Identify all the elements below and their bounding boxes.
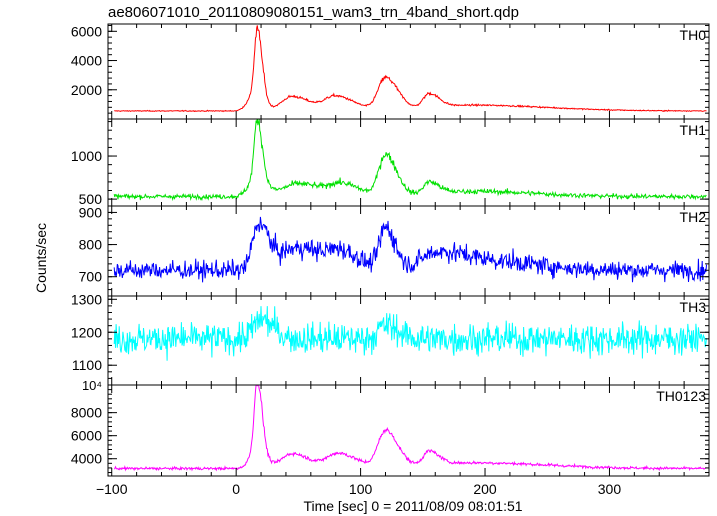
y-tick-label: 700 [79,269,103,285]
panel-frame [107,205,710,297]
chart-title: ae806071010_20110809080151_wam3_trn_4ban… [108,4,519,21]
y-exponent-label: 10⁴ [82,378,102,393]
y-tick-label: 6000 [71,23,102,39]
panel-th0: 2000 4000 6000 TH0 [71,23,710,120]
y-tick-label: 4000 [71,451,102,467]
panel-th2: 700 800 900 TH2 [79,204,710,297]
x-tick-label: 0 [232,481,240,497]
series-th1 [113,119,707,202]
y-tick-label: 1000 [71,148,102,164]
panel-label: TH2 [680,209,707,225]
x-axis: −100 0 100 200 300 [96,481,621,497]
y-tick-label: 500 [79,191,103,207]
panel-frame [107,23,710,120]
panel-label: TH0123 [656,388,706,404]
x-tick-label: 100 [349,481,373,497]
panel-th1: 500 1000 TH1 [71,118,710,207]
x-tick-label: 200 [473,481,497,497]
series-th2 [113,216,707,283]
panel-frame [107,118,710,207]
y-axis-label: Counts/sec [33,223,49,293]
series-th0123 [113,385,707,472]
y-tick-label: 900 [79,204,103,220]
y-tick-label: 2000 [71,82,102,98]
panel-label: TH3 [680,299,707,315]
series-th0 [114,25,707,113]
y-tick-label: 8000 [71,405,102,421]
series-th3 [113,306,707,361]
y-tick-label: 1300 [71,291,102,307]
y-tick-label: 800 [79,237,103,253]
y-tick-label: 1100 [72,357,102,373]
x-tick-label: 300 [598,481,622,497]
panel-th3: 1100 1200 1300 TH3 [71,291,710,386]
panel-th0123: 4000 6000 8000 TH0123 10⁴ [71,378,710,477]
y-tick-label: 1200 [71,324,102,340]
panel-frame [107,384,710,477]
y-tick-label: 4000 [71,53,102,69]
panel-label: TH1 [680,122,707,138]
x-tick-label: −100 [96,481,128,497]
panel-label: TH0 [680,27,707,43]
x-axis-label: Time [sec] 0 = 2011/08/09 08:01:51 [303,498,522,514]
panels: 2000 4000 6000 TH0 500 1000 TH1 700 800 900 TH2 110… [71,23,710,477]
y-tick-label: 6000 [71,428,102,444]
